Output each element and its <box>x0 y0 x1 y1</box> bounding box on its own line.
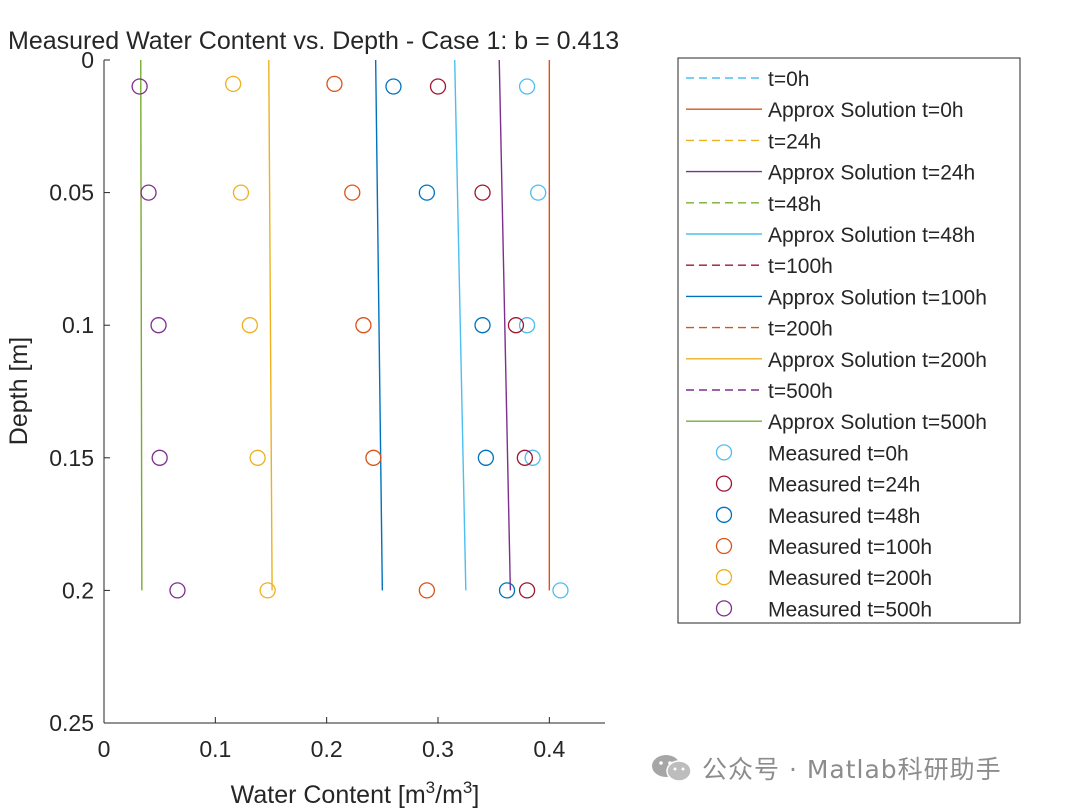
y-tick-label: 0.1 <box>62 312 94 338</box>
measured-point-5 <box>140 184 157 201</box>
legend-label: Approx Solution t=48h <box>768 224 975 247</box>
legend-label: t=200h <box>768 318 833 341</box>
x-tick-label: 0.2 <box>311 736 343 762</box>
legend-label: Approx Solution t=500h <box>768 411 987 434</box>
x-tick-label: 0.4 <box>533 736 565 762</box>
approx-line-2 <box>454 59 467 591</box>
watermark: 公众号 · Matlab科研助手 <box>650 748 1002 788</box>
legend-label: Measured t=0h <box>768 442 909 465</box>
legend-swatch-marker <box>715 444 733 461</box>
measured-point-1 <box>518 582 536 599</box>
plot-area: 00.050.10.150.20.250 0.1 0.2 0.3 0.4 <box>49 47 605 762</box>
measured-point-1 <box>516 449 533 466</box>
measured-point-3 <box>355 317 372 334</box>
y-tick-label: 0.05 <box>49 180 94 206</box>
legend-label: t=500h <box>768 380 833 403</box>
measured-point-4 <box>259 582 276 599</box>
measured-point-5 <box>169 582 186 599</box>
measured-point-2 <box>418 184 436 201</box>
measured-point-1 <box>507 317 525 334</box>
measured-point-5 <box>151 449 168 466</box>
legend-label: t=24h <box>768 130 821 153</box>
measured-point-0 <box>518 317 536 334</box>
approx-line-1 <box>498 59 512 591</box>
measured-point-0 <box>552 582 569 599</box>
x-tick-label: 0.3 <box>422 736 454 762</box>
legend-box <box>677 57 1021 624</box>
legend-label: t=0h <box>768 68 809 91</box>
measured-point-5 <box>150 317 167 334</box>
approx-line-5 <box>140 59 143 591</box>
legend-label: Approx Solution t=24h <box>768 162 975 185</box>
legend-label: Measured t=200h <box>768 567 932 590</box>
chart-title: Measured Water Content vs. Depth - Case … <box>8 27 619 55</box>
watermark-text: 公众号 · Matlab科研助手 <box>702 755 1002 784</box>
y-tick-label: 0 <box>81 47 94 73</box>
legend-swatch-marker <box>715 537 733 555</box>
wechat-icon <box>650 752 694 784</box>
legend-label: Approx Solution t=200h <box>768 349 987 372</box>
measured-point-0 <box>524 449 541 466</box>
measured-point-2 <box>385 78 402 95</box>
measured-point-3 <box>418 582 436 599</box>
y-tick-label: 0.25 <box>49 710 94 736</box>
x-tick-label: 0 <box>98 736 111 762</box>
measured-point-4 <box>232 184 250 201</box>
approx-line-3 <box>374 59 384 591</box>
y-tick-label: 0.2 <box>62 577 94 603</box>
measured-point-2 <box>477 449 495 466</box>
measured-point-5 <box>131 78 148 95</box>
measured-point-4 <box>224 75 242 93</box>
measured-point-1 <box>429 78 447 95</box>
legend-swatch-marker <box>715 569 733 586</box>
legend-label: Measured t=48h <box>768 505 920 528</box>
legend: t=0h Approx Solution t=0h t=24h Approx Solu… <box>677 57 1021 624</box>
legend-label: Approx Solution t=0h <box>768 99 964 122</box>
measured-point-0 <box>518 78 536 95</box>
measured-point-1 <box>474 184 491 201</box>
legend-swatch-marker <box>715 475 733 492</box>
legend-label: t=100h <box>768 255 833 278</box>
legend-label: Measured t=24h <box>768 474 920 497</box>
measured-point-2 <box>474 317 491 334</box>
measured-point-3 <box>326 75 343 93</box>
legend-label: Approx Solution t=100h <box>768 286 987 309</box>
legend-label: Measured t=100h <box>768 536 932 559</box>
axis-labels: Water Content [m3/m3] Depth [m] <box>5 337 479 809</box>
legend-label: Measured t=500h <box>768 598 932 621</box>
x-axis-label: Water Content [m3/m3] <box>231 778 480 809</box>
measured-point-4 <box>241 317 258 334</box>
measured-point-3 <box>365 449 382 466</box>
measured-point-4 <box>249 449 266 466</box>
legend-swatch-marker <box>715 506 733 523</box>
legend-swatch-marker <box>715 600 733 617</box>
approx-line-4 <box>268 59 273 591</box>
x-tick-label: 0.1 <box>199 736 231 762</box>
measured-point-3 <box>344 184 361 201</box>
legend-label: t=48h <box>768 193 821 216</box>
y-axis-label: Depth [m] <box>5 337 33 445</box>
measured-point-0 <box>530 184 547 201</box>
y-tick-label: 0.15 <box>49 445 94 471</box>
measured-point-2 <box>498 582 516 599</box>
